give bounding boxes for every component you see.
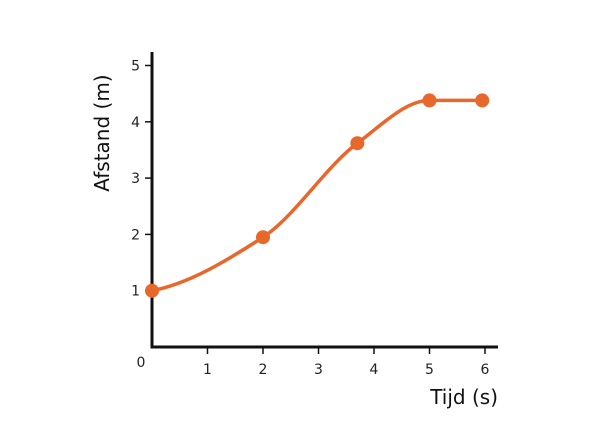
origin-label: 0 bbox=[137, 355, 146, 371]
x-tick-label: 5 bbox=[425, 362, 434, 378]
data-point bbox=[475, 93, 490, 108]
x-tick-label: 6 bbox=[481, 362, 490, 378]
data-markers bbox=[145, 93, 490, 298]
x-tick-label: 2 bbox=[259, 362, 268, 378]
series-line bbox=[150, 98, 484, 293]
y-tick-label: 1 bbox=[131, 284, 140, 300]
x-tick-label: 1 bbox=[203, 362, 212, 378]
y-tick-label: 4 bbox=[131, 115, 140, 131]
axes bbox=[150, 52, 498, 349]
ticks: 1 2 3 4 5 6 1 2 3 4 5 bbox=[131, 59, 489, 379]
y-axis-title: Afstand (m) bbox=[90, 74, 114, 191]
data-point bbox=[350, 136, 365, 151]
data-point bbox=[145, 283, 159, 298]
x-axis-title: Tijd (s) bbox=[429, 385, 498, 409]
y-tick-label: 3 bbox=[131, 171, 140, 187]
data-point bbox=[256, 230, 270, 245]
x-tick-label: 4 bbox=[370, 362, 379, 378]
y-tick-label: 5 bbox=[131, 59, 140, 75]
x-tick-label: 3 bbox=[314, 362, 323, 378]
y-tick-label: 2 bbox=[131, 227, 140, 243]
data-point bbox=[422, 93, 437, 108]
